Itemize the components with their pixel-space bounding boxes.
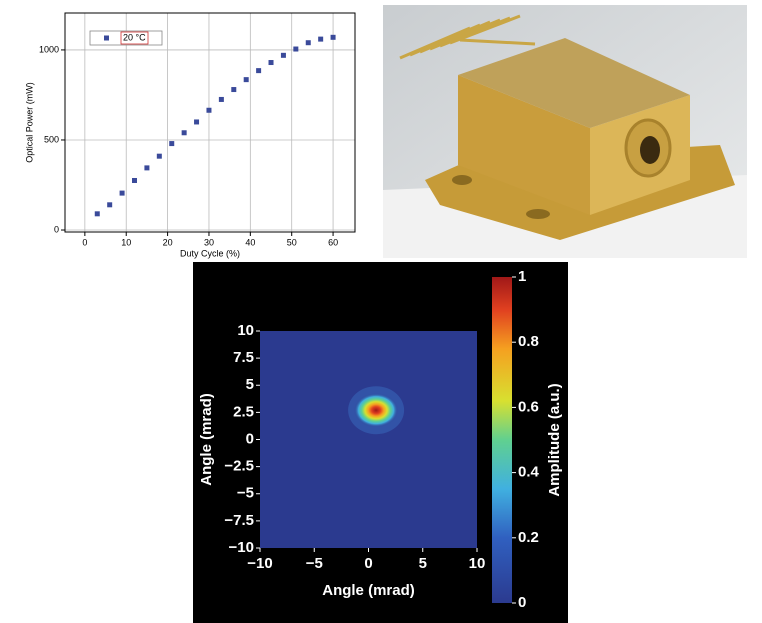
x-tick-label: −5 <box>306 555 323 572</box>
point <box>144 165 150 171</box>
legend-label: 20 °C <box>123 32 146 42</box>
colorbar-tick-label: 0 <box>518 594 526 611</box>
photo <box>383 5 747 258</box>
point <box>330 34 336 40</box>
y-tick-label: −5 <box>237 485 254 502</box>
point <box>268 60 274 66</box>
point <box>293 46 299 52</box>
colorbar-tick-label: 0.4 <box>518 464 540 481</box>
x-tick-label: 10 <box>469 555 486 572</box>
point <box>119 190 125 196</box>
y-tick-label: 7.5 <box>233 349 254 366</box>
point <box>231 87 237 93</box>
colorbar-tick-label: 0.2 <box>518 529 539 546</box>
point <box>107 202 113 208</box>
legend-marker <box>104 35 109 41</box>
y-tick-label: −7.5 <box>224 512 254 529</box>
point <box>206 107 212 113</box>
colorbar-tick-label: 1 <box>518 268 526 285</box>
plot-frame <box>64 12 356 233</box>
point <box>194 119 200 125</box>
colorbar-tick-label: 0.6 <box>518 398 539 415</box>
point <box>94 211 100 217</box>
x-tick-label: 20 <box>163 237 173 247</box>
point <box>243 77 249 83</box>
colorbar-label: Amplitude (a.u.) <box>546 383 563 496</box>
y-tick-label: 10 <box>237 322 254 339</box>
point <box>132 177 138 183</box>
peak <box>354 393 399 428</box>
point <box>169 141 175 147</box>
plot-area <box>65 13 355 232</box>
point <box>318 36 324 42</box>
point <box>256 68 262 74</box>
x-tick-label: 30 <box>204 237 214 247</box>
x-tick-label: 0 <box>82 237 87 247</box>
point <box>305 40 311 46</box>
x-tick-label: 60 <box>328 237 338 247</box>
point <box>181 130 187 136</box>
y-tick-label: 500 <box>44 134 59 144</box>
x-axis-label: Angle (mrad) <box>322 582 415 599</box>
y-tick-label: 0 <box>246 430 254 447</box>
y-axis-label: Angle (mrad) <box>198 393 215 486</box>
x-tick-label: 0 <box>364 555 372 572</box>
colorbar-tick-label: 0.8 <box>518 333 539 350</box>
x-tick-label: 10 <box>121 237 131 247</box>
point <box>156 153 162 159</box>
y-tick-label: −10 <box>229 539 254 556</box>
y-tick-label: 1000 <box>39 44 59 54</box>
heatmap-background <box>260 331 477 548</box>
point <box>218 96 224 102</box>
x-tick-label: −10 <box>247 555 272 572</box>
x-axis-label: Duty Cycle (%) <box>180 248 240 258</box>
y-tick-label: 2.5 <box>233 403 254 420</box>
y-tick-label: 5 <box>246 376 254 393</box>
legend-box <box>89 30 163 46</box>
y-tick-label: 0 <box>54 224 59 234</box>
y-axis-label: Optical Power (mW) <box>24 82 34 163</box>
point <box>280 52 286 58</box>
x-tick-label: 50 <box>287 237 297 247</box>
y-tick-label: −2.5 <box>224 458 254 475</box>
x-tick-label: 5 <box>419 555 427 572</box>
colorbar <box>492 277 512 603</box>
legend-highlight <box>120 31 149 45</box>
x-tick-label: 40 <box>245 237 255 247</box>
